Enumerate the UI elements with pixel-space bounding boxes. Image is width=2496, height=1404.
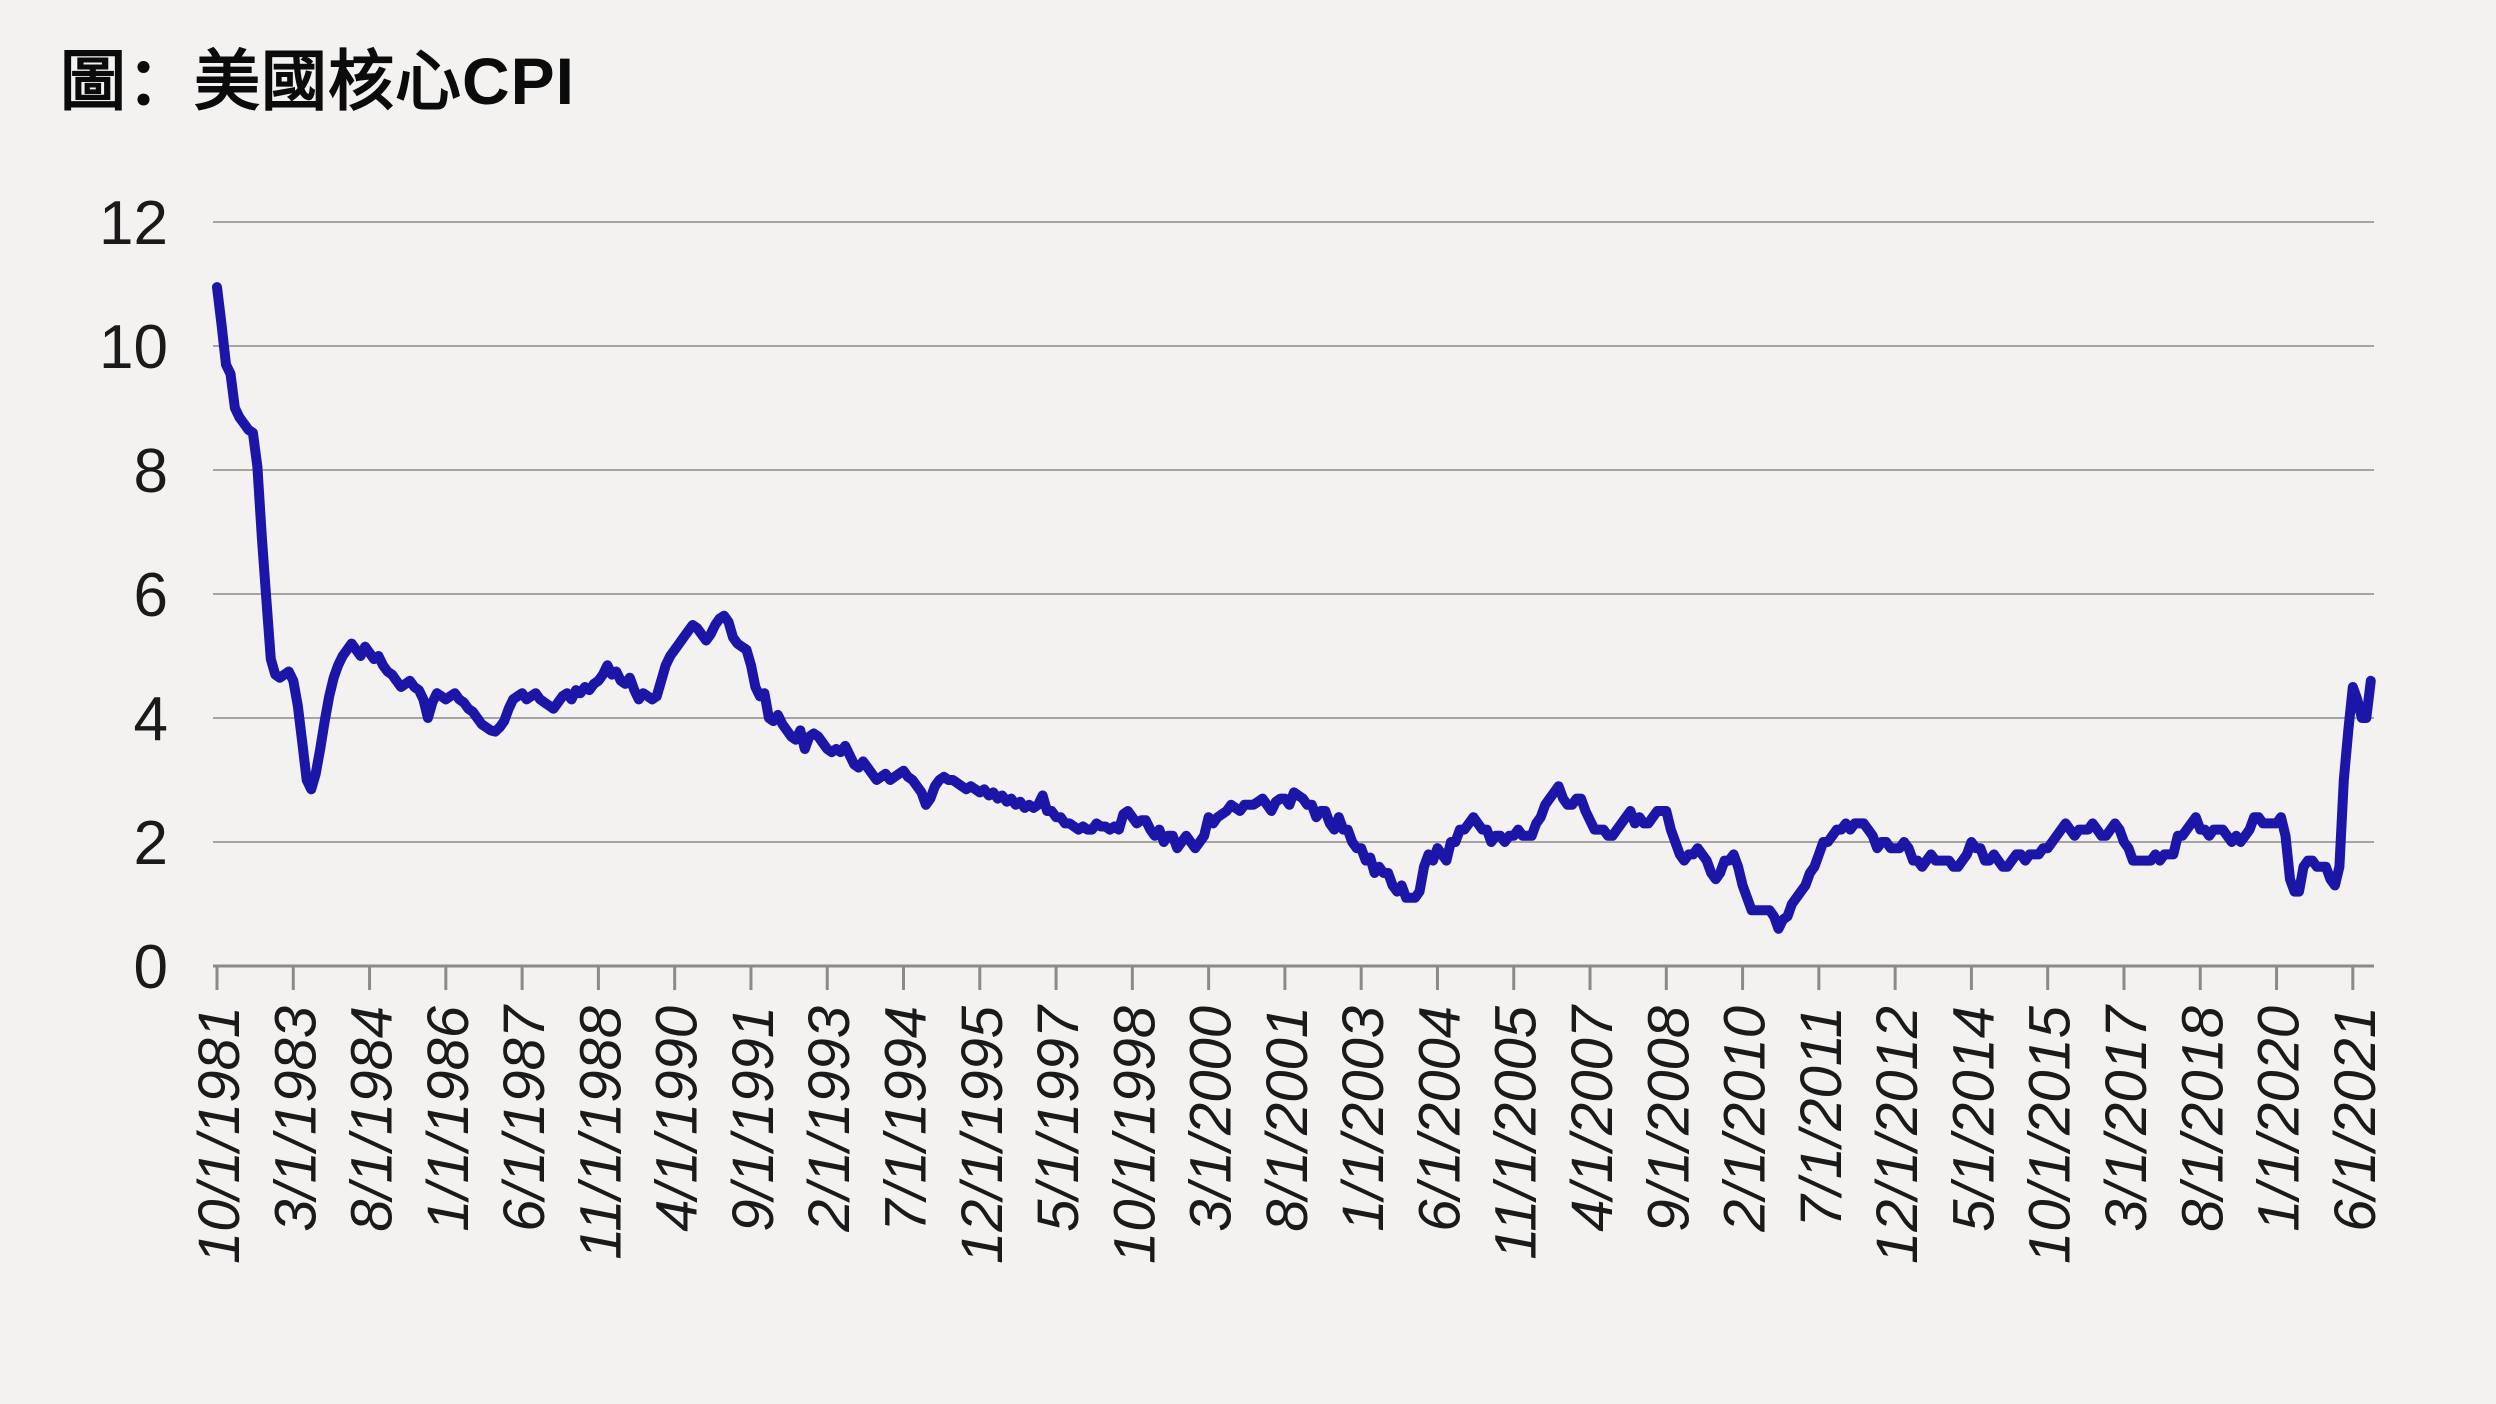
- y-tick-label: 0: [134, 933, 168, 1002]
- y-tick-label: 2: [134, 809, 168, 878]
- x-tick-label: 2/1/2010: [1713, 1006, 1778, 1233]
- x-tick-label: 8/1/2018: [2170, 1006, 2235, 1232]
- y-tick-label: 12: [99, 189, 168, 258]
- x-tick-label: 12/1/1995: [950, 1005, 1015, 1264]
- y-tick-label: 6: [134, 561, 168, 630]
- x-tick-label: 12/1/2012: [1865, 1006, 1930, 1264]
- x-tick-label: 4/1/2007: [1560, 1003, 1625, 1232]
- chart-title: 圖：美國核心CPI: [60, 44, 576, 118]
- x-tick-label: 7/1/1994: [874, 1006, 939, 1232]
- x-tick-label: 10/1/1998: [1102, 1006, 1167, 1264]
- x-tick-label: 2/1/1993: [797, 1006, 862, 1233]
- x-tick-label: 6/1/2004: [1407, 1006, 1472, 1232]
- x-tick-label: 6/1/2021: [2323, 1006, 2388, 1232]
- x-tick-label: 10/1/1981: [187, 1006, 252, 1264]
- x-tick-label: 10/1/2015: [2018, 1005, 2083, 1264]
- y-tick-label: 4: [134, 685, 168, 754]
- x-tick-label: 8/1/1984: [340, 1006, 405, 1232]
- x-tick-label: 9/1/2008: [1636, 1006, 1701, 1232]
- x-tick-label: 7/1/2011: [1789, 1006, 1854, 1227]
- x-tick-label: 3/1/2017: [2094, 1003, 2159, 1232]
- x-tick-label: 1/1/1986: [416, 1005, 481, 1232]
- x-tick-label: 11/1/1988: [568, 1006, 633, 1260]
- x-tick-label: 1/1/2020: [2247, 1006, 2312, 1232]
- x-tick-label: 8/1/2001: [1255, 1006, 1320, 1232]
- x-tick-label: 1/1/2003: [1331, 1006, 1396, 1232]
- x-tick-label: 5/1/1997: [1026, 1003, 1091, 1232]
- y-tick-label: 8: [134, 437, 168, 506]
- core-cpi-series-line: [212, 282, 2376, 934]
- y-tick-label: 10: [99, 313, 168, 382]
- x-tick-label: 9/1/1991: [721, 1006, 786, 1232]
- x-tick-label: 3/1/1983: [263, 1006, 328, 1232]
- x-tick-label: 5/1/2014: [1941, 1006, 2006, 1232]
- x-tick-label: 3/1/2000: [1179, 1006, 1244, 1232]
- x-tick-label: 4/1/1990: [645, 1006, 710, 1232]
- x-tick-label: 6/1/1987: [492, 1003, 557, 1232]
- x-tick-label: 11/1/2005: [1484, 1005, 1549, 1259]
